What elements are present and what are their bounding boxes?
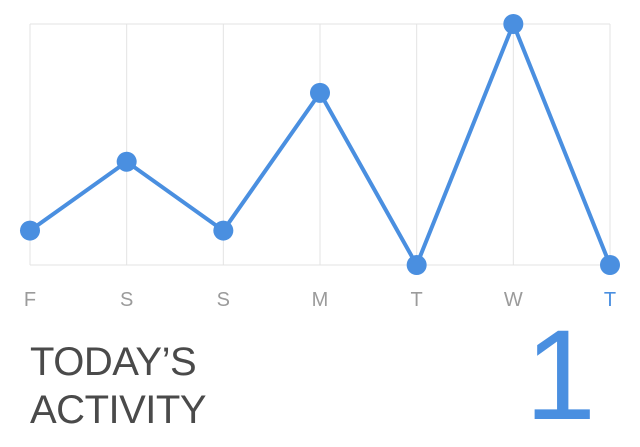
x-tick-label: T	[604, 289, 616, 311]
chart-points	[20, 14, 620, 275]
data-point	[116, 151, 137, 172]
x-tick-label: M	[312, 289, 329, 311]
x-tick-label: S	[120, 289, 133, 311]
x-tick-label: S	[217, 289, 230, 311]
activity-title-line1: TODAY’S	[30, 340, 197, 384]
activity-count: 1	[524, 304, 596, 447]
data-point	[600, 255, 620, 275]
x-tick-label: W	[504, 289, 523, 311]
chart-grid	[29, 23, 611, 266]
data-point	[503, 14, 524, 34]
data-point	[406, 255, 427, 275]
activity-title-line2: ACTIVITY	[30, 388, 207, 432]
data-point	[310, 82, 330, 103]
x-tick-label: F	[24, 289, 36, 311]
activity-title: TODAY’S ACTIVITY	[30, 338, 207, 434]
data-point	[20, 220, 40, 241]
x-tick-label: T	[411, 289, 423, 311]
data-point	[213, 220, 234, 241]
